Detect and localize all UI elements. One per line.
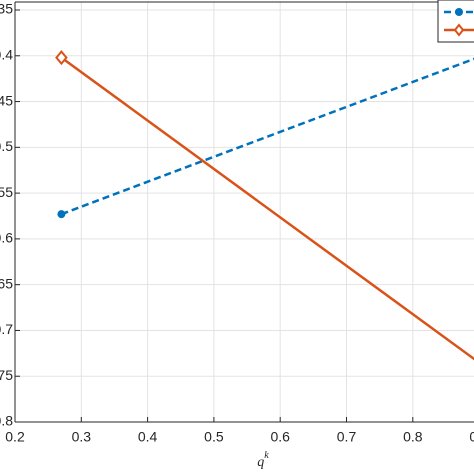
x-tick-label: 0.7 [337, 429, 357, 445]
y-tick-label: -0.55 [0, 184, 13, 200]
plot-area [15, 2, 474, 422]
y-tick-label: -0.65 [0, 275, 13, 291]
y-tick-label: -0.6 [0, 230, 13, 246]
y-tick-label: -0.75 [0, 367, 13, 383]
series-group [55, 50, 474, 361]
x-tick-label: 0.2 [5, 429, 25, 445]
x-axis-label: qk [257, 450, 269, 470]
legend [437, 0, 474, 43]
legend-marker [455, 8, 463, 16]
y-tick-label: -0.7 [0, 321, 13, 337]
x-tick-label: 0.4 [138, 429, 158, 445]
y-tick-label: -0.8 [0, 413, 13, 429]
legend-marker [453, 23, 465, 37]
y-tick-label: -0.45 [0, 92, 13, 108]
legend-box [437, 0, 474, 43]
x-tick-label: 0.5 [204, 429, 224, 445]
x-tick-label: 0.9 [469, 429, 474, 445]
x-tick-label: 0.3 [72, 429, 92, 445]
marker [55, 50, 68, 66]
y-tick-label: -0.5 [0, 138, 13, 154]
x-tick-label: 0.8 [403, 429, 423, 445]
series-line [60, 56, 474, 361]
x-tick-label: 0.6 [270, 429, 290, 445]
y-tick-label: -0.4 [0, 46, 13, 62]
y-tick-label: -0.35 [0, 1, 13, 17]
marker [57, 210, 66, 219]
